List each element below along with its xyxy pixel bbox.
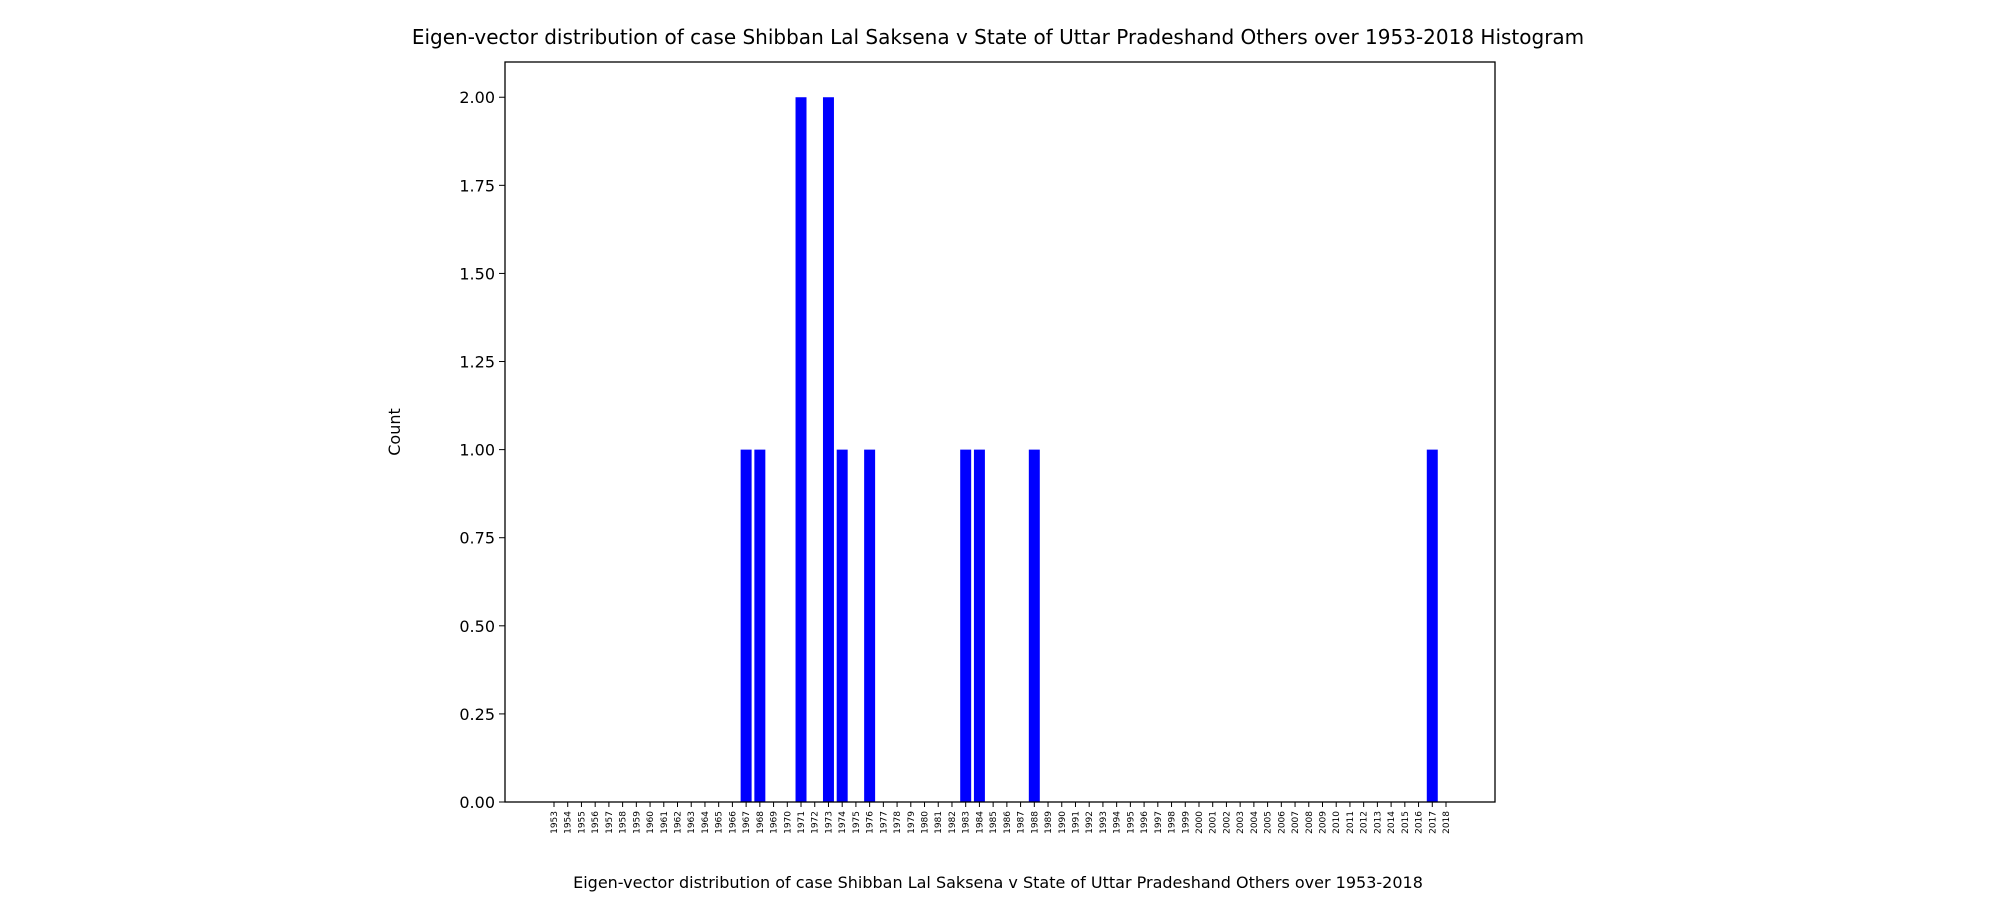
y-axis-label: Count [385, 408, 404, 456]
x-tick-label: 2006 [1277, 811, 1287, 834]
chart-title: Eigen-vector distribution of case Shibba… [412, 25, 1584, 49]
y-tick-label: 1.00 [459, 441, 495, 460]
x-tick-label: 2003 [1236, 811, 1246, 834]
x-tick-label: 1991 [1071, 811, 1081, 834]
x-tick-label: 2001 [1209, 811, 1219, 834]
x-tick-label: 1954 [564, 811, 574, 834]
x-tick-label: 1982 [948, 811, 958, 834]
y-tick-label: 0.50 [459, 617, 495, 636]
y-tick-label: 1.25 [459, 353, 495, 372]
bar-1988 [1028, 449, 1040, 802]
x-tick-label: 1980 [921, 811, 931, 834]
x-tick-label: 1976 [866, 811, 876, 834]
x-tick-label: 1998 [1168, 811, 1178, 834]
y-axis: 0.00 0.25 0.50 0.75 1.00 1.25 1.50 1.75 2.00 [459, 88, 505, 812]
x-tick-label: 1971 [797, 811, 807, 834]
x-tick-label: 1956 [591, 811, 601, 834]
x-tick-label: 1989 [1044, 811, 1054, 834]
bar-1967 [740, 449, 752, 802]
x-tick-label: 1965 [715, 811, 725, 834]
x-tick-label: 1977 [879, 811, 889, 834]
x-tick-label: 2011 [1346, 811, 1356, 834]
x-tick-label: 1963 [687, 811, 697, 834]
x-tick-label: 1960 [646, 811, 656, 834]
x-tick-label: 1967 [742, 811, 752, 834]
x-tick-label: 1986 [1003, 811, 1013, 834]
x-tick-label: 1974 [838, 811, 848, 834]
x-axis-label: Eigen-vector distribution of case Shibba… [573, 873, 1423, 892]
x-tick-label: 1957 [605, 811, 615, 834]
plot-area-frame [504, 61, 1496, 803]
x-tick-label: 2015 [1401, 811, 1411, 834]
x-tick-label: 1984 [975, 811, 985, 834]
bar-1973 [822, 97, 834, 802]
x-tick-label: 1966 [728, 811, 738, 834]
x-axis: 1953 1954 1955 1956 1957 1958 1959 1960 1961 1962… [550, 802, 1452, 834]
bar-1983 [960, 449, 972, 802]
x-tick-label: 1969 [770, 811, 780, 834]
y-tick-label: 0.75 [459, 529, 495, 548]
bar-1974 [836, 449, 848, 802]
x-tick-label: 1973 [824, 811, 834, 834]
bar-1971 [795, 97, 807, 802]
x-tick-label: 2009 [1318, 811, 1328, 834]
bar-1976 [864, 449, 876, 802]
x-tick-label: 1987 [1017, 811, 1027, 834]
x-tick-label: 1961 [660, 811, 670, 834]
x-tick-label: 1999 [1181, 811, 1191, 834]
x-tick-label: 1975 [852, 811, 862, 834]
x-tick-label: 1997 [1154, 811, 1164, 834]
x-tick-label: 1955 [577, 811, 587, 834]
x-tick-label: 1985 [989, 811, 999, 834]
x-tick-label: 2016 [1415, 811, 1425, 834]
y-tick-label: 0.25 [459, 705, 495, 724]
x-tick-label: 1964 [701, 811, 711, 834]
x-tick-label: 2007 [1291, 811, 1301, 834]
x-tick-label: 1993 [1099, 811, 1109, 834]
bar-2017 [1426, 449, 1438, 802]
x-tick-label: 1978 [893, 811, 903, 834]
x-tick-label: 2010 [1332, 811, 1342, 834]
x-tick-label: 1995 [1126, 811, 1136, 834]
bars-group [740, 97, 1438, 802]
x-tick-label: 2013 [1373, 811, 1383, 834]
y-tick-label: 0.00 [459, 793, 495, 812]
x-tick-label: 1970 [783, 811, 793, 834]
x-tick-label: 1959 [632, 811, 642, 834]
x-tick-label: 2004 [1250, 811, 1260, 834]
x-tick-label: 2002 [1222, 811, 1232, 834]
x-tick-label: 2017 [1428, 811, 1438, 834]
bar-1984 [973, 449, 985, 802]
y-tick-label: 1.75 [459, 176, 495, 195]
x-tick-label: 1958 [619, 811, 629, 834]
x-tick-label: 2012 [1360, 811, 1370, 834]
y-tick-label: 1.50 [459, 264, 495, 283]
x-tick-label: 2005 [1264, 811, 1274, 834]
x-tick-label: 1953 [550, 811, 560, 834]
bar-1968 [754, 449, 766, 802]
x-tick-label: 1994 [1113, 811, 1123, 834]
x-tick-label: 1981 [934, 811, 944, 834]
x-tick-label: 1992 [1085, 811, 1095, 834]
x-tick-label: 2018 [1442, 811, 1452, 834]
x-tick-label: 1972 [811, 811, 821, 834]
y-tick-label: 2.00 [459, 88, 495, 107]
x-tick-label: 2014 [1387, 811, 1397, 834]
x-tick-label: 1962 [674, 811, 684, 834]
x-tick-label: 2008 [1305, 811, 1315, 834]
x-tick-label: 1990 [1058, 811, 1068, 834]
x-tick-label: 1979 [907, 811, 917, 834]
x-tick-label: 1996 [1140, 811, 1150, 834]
x-tick-label: 1968 [756, 811, 766, 834]
x-tick-label: 1983 [962, 811, 972, 834]
x-tick-label: 2000 [1195, 811, 1205, 834]
x-tick-label: 1988 [1030, 811, 1040, 834]
